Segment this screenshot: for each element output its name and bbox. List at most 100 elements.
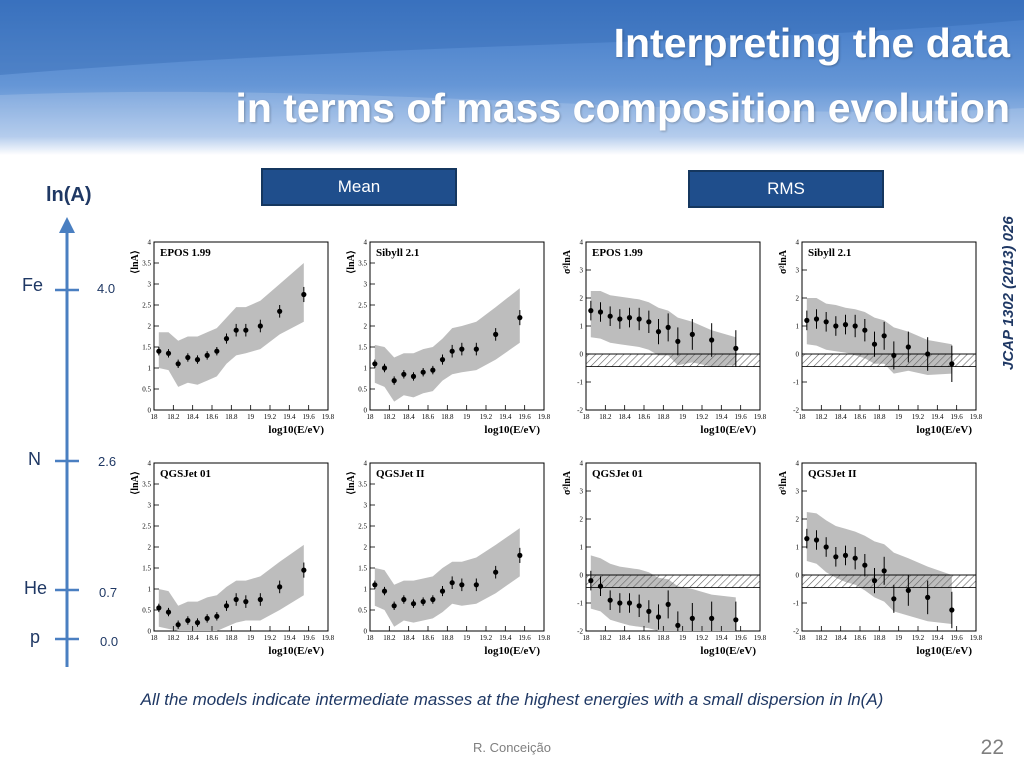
chart0-point [243, 327, 249, 333]
chart2-xtick-label: 18.4 [619, 413, 632, 421]
mean-button[interactable]: Mean [261, 168, 457, 206]
chart0-ytick-label: 3 [148, 281, 152, 289]
chart6-y-axis-label: σ²lnA [562, 470, 573, 495]
chart7-xtick-label: 19.8 [970, 634, 983, 642]
chart4-point [223, 603, 230, 609]
chart6-xtick-label: 19.8 [754, 634, 767, 642]
chart7-point [813, 537, 820, 543]
chart4-point [301, 567, 307, 573]
chart2-point [588, 308, 594, 314]
chart3-point [891, 352, 897, 358]
chart-mean-qgsjet01: 18 18.2 18.4 18.6 18.8 19 19.2 19.4 19.6 19.8 0 0.5… [130, 460, 335, 658]
chart3-point [804, 317, 810, 323]
chart7-x-axis-label: log10(E/eV) [916, 645, 972, 657]
chart4-point [243, 599, 249, 605]
chart0-ytick-label: 4 [148, 239, 152, 247]
chart2-ytick-label: -2 [577, 407, 583, 415]
chart4-model-label: QGSJet 01 [160, 468, 211, 480]
chart0-point [185, 354, 191, 361]
chart7-xtick-label: 18.6 [854, 634, 867, 642]
chart1-point [439, 357, 446, 363]
chart4-ytick-label: 4 [148, 460, 152, 468]
chart3-y-axis-label: σ²lnA [778, 249, 789, 274]
chart5-ytick-label: 2 [364, 544, 368, 552]
chart5-point [430, 596, 436, 603]
chart3-point [905, 344, 911, 350]
chart7-xtick-label: 18.8 [873, 634, 886, 642]
chart5-xtick-label: 19.2 [480, 634, 493, 642]
scale-value-he: 0.7 [99, 585, 117, 600]
chart2-xtick-label: 18 [583, 413, 591, 421]
chart-rms-sibyll: 18 18.2 18.4 18.6 18.8 19 19.2 19.4 19.6 19.8 -2 -1… [778, 239, 983, 437]
chart5-y-axis-label: ⟨lnA⟩ [346, 471, 357, 494]
chart5-ytick-label: 2.5 [358, 523, 367, 531]
rms-button[interactable]: RMS [688, 170, 884, 208]
chart4-point [214, 613, 220, 619]
chart0-ytick-label: 2 [148, 323, 152, 331]
chart6-ytick-label: 4 [580, 460, 584, 468]
chart4-ytick-label: 2.5 [142, 523, 151, 531]
chart5-x-axis-label: log10(E/eV) [484, 645, 540, 657]
chart6-xtick-label: 18.6 [638, 634, 651, 642]
chart5-ytick-label: 0 [364, 628, 368, 636]
chart0-ytick-label: 0 [148, 407, 152, 415]
scale-mark-p: p [30, 627, 40, 647]
chart1-xtick-label: 19 [463, 413, 471, 421]
chart3-xtick-label: 18.4 [835, 413, 848, 421]
chart2-xtick-label: 19.4 [715, 413, 728, 421]
chart5-ytick-label: 3.5 [358, 481, 367, 489]
chart0-xtick-label: 18.2 [167, 413, 180, 421]
chart4-ytick-label: 3 [148, 502, 152, 510]
chart0-point [257, 323, 263, 329]
chart2-unphysical-region [586, 353, 760, 367]
chart6-point [617, 600, 623, 606]
chart2-point [655, 329, 662, 335]
chart3-xtick-label: 19.6 [951, 413, 964, 421]
chart0-point [204, 352, 210, 358]
chart2-xtick-label: 19.8 [754, 413, 767, 421]
chart4-xtick-label: 18.4 [187, 634, 200, 642]
chart3-point [813, 316, 820, 322]
chart1-point [449, 348, 455, 354]
chart2-y-axis-label: σ²lnA [562, 249, 573, 274]
chart6-xtick-label: 19.6 [735, 634, 748, 642]
chart4-model-band [158, 544, 304, 631]
chart5-xtick-label: 18.2 [383, 634, 396, 642]
chart6-xtick-label: 19.2 [696, 634, 709, 642]
chart7-point [871, 578, 878, 584]
chart7-ytick-label: 1 [796, 544, 800, 552]
chart5-xtick-label: 18.6 [422, 634, 435, 642]
chart4-point [185, 617, 191, 624]
chart0-plot-area [156, 263, 307, 387]
chart2-point [607, 313, 613, 319]
chart2-point [636, 316, 642, 322]
chart6-unphysical-region [586, 574, 760, 588]
chart4-ytick-label: 0.5 [142, 607, 151, 615]
chart1-point [372, 361, 378, 367]
chart4-xtick-label: 19.4 [283, 634, 296, 642]
chart6-point [626, 600, 633, 606]
chart7-point [891, 596, 897, 602]
chart1-ytick-label: 1.5 [358, 344, 367, 352]
chart5-point [517, 552, 523, 558]
slide-title-line-2: in terms of mass composition evolution [235, 85, 1010, 131]
chart7-xtick-label: 18.4 [835, 634, 848, 642]
chart6-xtick-label: 18 [583, 634, 591, 642]
chart5-point [381, 588, 388, 594]
page-number: 22 [980, 736, 1004, 759]
chart5-point [439, 588, 446, 594]
chart3-point [852, 323, 858, 329]
chart1-ytick-label: 3.5 [358, 260, 367, 268]
chart1-y-axis-label: ⟨lnA⟩ [346, 250, 357, 273]
chart4-point [165, 609, 172, 615]
chart1-point [459, 346, 465, 352]
chart6-point [709, 615, 715, 621]
chart2-point [709, 337, 715, 343]
chart0-xtick-label: 19.8 [322, 413, 335, 421]
chart2-ytick-label: 1 [580, 323, 584, 331]
chart0-point [301, 291, 307, 298]
scale-mark-fe: Fe [22, 275, 43, 295]
chart5-model-band [374, 528, 520, 627]
scale-mark-n: N [28, 449, 41, 469]
chart1-point [410, 373, 417, 379]
